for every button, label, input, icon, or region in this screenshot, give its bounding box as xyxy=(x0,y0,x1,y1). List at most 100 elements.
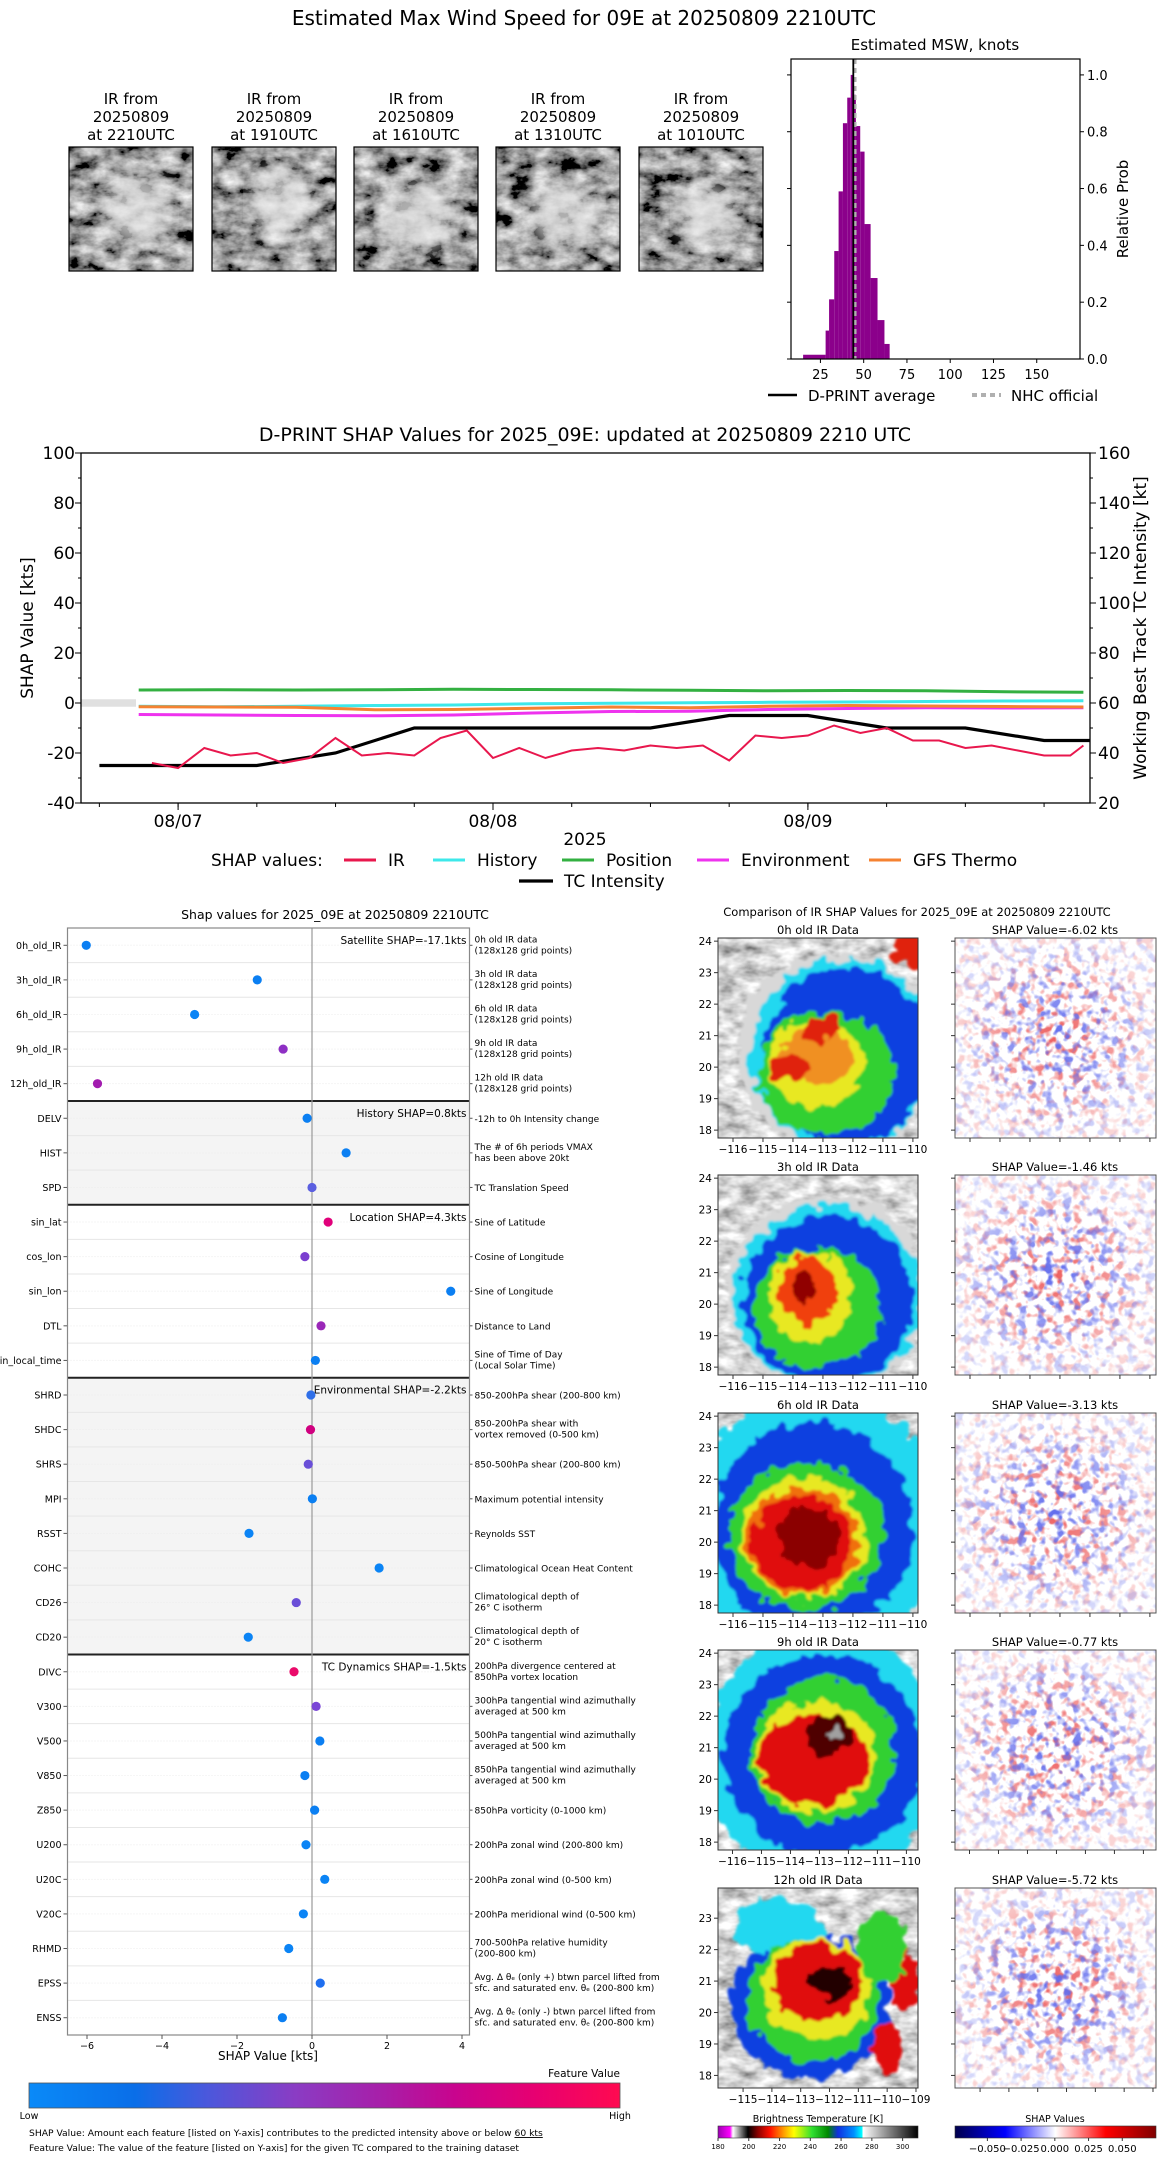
msw-histogram: 25 50 75 100 125 150 0.0 0.2 0.4 0.6 0.8 1.0 D-PRINT… xyxy=(768,58,1108,405)
y2-tick-label: 140 xyxy=(1098,494,1130,514)
group-shap-total: Location SHAP=4.3kts xyxy=(350,1212,467,1224)
shap-dot xyxy=(374,1563,384,1573)
ir-brightness-image xyxy=(718,1650,918,1850)
latitude-tick-label: 19 xyxy=(699,1331,712,1343)
ir-panel-title: 12h old IR Data xyxy=(773,1873,862,1887)
feature-name: sin_lat xyxy=(31,1218,62,1229)
thumbnail-label-line2: 20250809 xyxy=(663,108,739,126)
shap-attribution-map xyxy=(955,1888,1156,2088)
latitude-tick-label: 21 xyxy=(699,1976,712,1988)
feature-description: averaged at 500 km xyxy=(475,1742,566,1752)
ir-colorbar-tick-label: 200 xyxy=(742,2143,755,2151)
series-line-position xyxy=(138,687,1084,694)
histogram-bar xyxy=(864,224,871,359)
y-tick-label: 0.2 xyxy=(1087,296,1108,311)
feature-name: 6h_old_IR xyxy=(16,1010,62,1021)
feature-name: sin_lon xyxy=(29,1287,62,1298)
feature-row: cos_lon Cosine of Longitude xyxy=(26,1238,564,1263)
y2-tick-label: 80 xyxy=(1098,644,1120,664)
timeseries-y2label: Working Best Track TC Intensity [kt] xyxy=(1131,476,1151,780)
feature-description: Maximum potential intensity xyxy=(475,1495,605,1505)
feature-description: Sine of Latitude xyxy=(475,1219,546,1229)
x-tick-label: 100 xyxy=(938,368,963,383)
longitude-tick-label: −113 xyxy=(809,1619,838,1631)
feature-name: V500 xyxy=(37,1736,62,1747)
feature-name: CD20 xyxy=(35,1633,61,1644)
feature-value-colorbar xyxy=(28,2082,621,2109)
feature-name: DTL xyxy=(43,1321,62,1332)
series-line-ir xyxy=(151,724,1085,770)
feature-name: cos_lon xyxy=(26,1252,61,1263)
satellite-ir-image xyxy=(354,147,478,271)
ir-comparison-panel: 6h old IR Data SHAP Value=-3.13 kts 18 19 20… xyxy=(699,1398,1157,1631)
group-shap-total: History SHAP=0.8kts xyxy=(357,1108,467,1120)
histogram-title: Estimated MSW, knots xyxy=(851,36,1020,54)
feature-description: 200hPa meridional wind (0-500 km) xyxy=(475,1910,636,1920)
feature-row: V850 850hPa tangential wind azimuthallyav… xyxy=(37,1757,636,1787)
ir-panel-title: 6h old IR Data xyxy=(777,1398,859,1412)
feature-description: Reynolds SST xyxy=(475,1530,536,1540)
feature-description: 850-500hPa shear (200-800 km) xyxy=(475,1461,621,1471)
feature-description: Climatological Ocean Heat Content xyxy=(475,1564,634,1574)
shap-map-frame xyxy=(954,1412,1157,1614)
shap-attribution-map xyxy=(955,1175,1156,1375)
colorbar-high-label: High xyxy=(609,2111,631,2122)
latitude-tick-label: 20 xyxy=(699,1062,712,1074)
shap-dot xyxy=(300,1252,310,1262)
latitude-tick-label: 22 xyxy=(699,999,712,1011)
satellite-ir-image xyxy=(639,147,763,271)
shap-values-colorbar xyxy=(954,2125,1157,2139)
thumbnail-label-line1: IR from xyxy=(531,90,586,108)
shap-attribution-map xyxy=(955,1413,1156,1613)
shap-dot xyxy=(302,1113,312,1123)
legend-label: IR xyxy=(388,851,405,871)
thumbnail-label-line1: IR from xyxy=(389,90,444,108)
feature-description: 300hPa tangential wind azimuthally xyxy=(475,1696,637,1706)
shap-map-frame xyxy=(954,1887,1157,2089)
latitude-tick-label: 19 xyxy=(699,2039,712,2051)
y-tick-label: 100 xyxy=(43,444,75,464)
latitude-tick-label: 24 xyxy=(699,1648,713,1660)
satellite-ir-image xyxy=(69,147,193,271)
feature-description: 850-200hPa shear (200-800 km) xyxy=(475,1392,621,1402)
latitude-tick-label: 19 xyxy=(699,1569,712,1581)
feature-description: 850-200hPa shear with xyxy=(475,1420,579,1430)
thumbnail-label-line3: at 2210UTC xyxy=(87,126,175,144)
feature-row: RHMD 700-500hPa relative humidity(200-800… xyxy=(32,1930,609,1960)
ir-comparison-panel: 0h old IR Data SHAP Value=-6.02 kts 18 19 20… xyxy=(699,923,1157,1156)
feature-description: (128x128 grid points) xyxy=(475,1050,573,1060)
ir-comparison-panel: 3h old IR Data SHAP Value=-1.46 kts 18 19 20… xyxy=(699,1160,1157,1393)
shap-dot xyxy=(298,1909,308,1919)
y-tick-label: 60 xyxy=(53,544,75,564)
ir-colorbar-title: Brightness Temperature [K] xyxy=(753,2114,883,2125)
ir-image-frame xyxy=(717,1649,919,1851)
longitude-tick-label: −110 xyxy=(892,1856,921,1868)
shap-dot xyxy=(291,1597,301,1608)
histogram-bar xyxy=(877,320,885,359)
histogram-bar xyxy=(855,126,861,359)
thumbnail-label-line2: 20250809 xyxy=(93,108,169,126)
legend-label: Environment xyxy=(741,851,850,871)
feature-group: DELV -12h to 0h Intensity change HIST The #… xyxy=(37,1099,600,1205)
feature-row: 9h_old_IR 9h old IR data(128x128 grid poi… xyxy=(16,1031,573,1060)
feature-description: sfc. and saturated env. θₑ (200-800 km) xyxy=(475,2019,655,2029)
y-tick-label: 1.0 xyxy=(1087,69,1108,84)
y-tick-label: 0.8 xyxy=(1087,126,1108,141)
shap-dot-xlabel: SHAP Value [kts] xyxy=(218,2049,318,2063)
feature-name: U200 xyxy=(36,1840,61,1851)
histogram-bar xyxy=(838,191,843,359)
legend-label: History xyxy=(477,851,537,871)
feature-row: 0h_old_IR 0h old IR data(128x128 grid poi… xyxy=(16,935,572,956)
latitude-tick-label: 21 xyxy=(699,1506,712,1518)
feature-description: 26° C isotherm xyxy=(475,1604,543,1614)
x-tick-label: 25 xyxy=(812,368,829,383)
thumbnail-label-line1: IR from xyxy=(674,90,729,108)
ir-image-frame xyxy=(717,1174,919,1376)
shap-dot xyxy=(307,1182,317,1193)
feature-name: V850 xyxy=(37,1771,62,1782)
x-tick-label: 75 xyxy=(899,368,916,383)
feature-description: 700-500hPa relative humidity xyxy=(475,1939,609,1949)
